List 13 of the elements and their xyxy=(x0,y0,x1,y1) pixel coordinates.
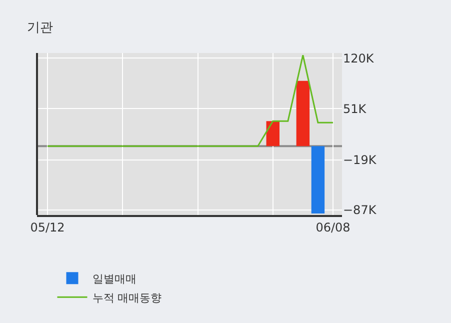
line-series xyxy=(46,54,334,147)
legend-label: 일별매매 xyxy=(92,272,136,286)
bar xyxy=(311,146,325,214)
y-tick-label: 120K xyxy=(343,51,375,66)
bar xyxy=(296,80,310,146)
bar xyxy=(266,121,280,146)
y-tick-label: −87K xyxy=(343,203,378,218)
y-tick-label: −19K xyxy=(343,153,378,168)
chart-title: 기관 xyxy=(27,20,54,36)
y-tick-label: 51K xyxy=(343,102,368,116)
x-tick-label: 06/08 xyxy=(316,220,350,234)
x-tick-label: 05/12 xyxy=(30,220,65,234)
legend-label: 누적 매매동향 xyxy=(92,291,162,304)
